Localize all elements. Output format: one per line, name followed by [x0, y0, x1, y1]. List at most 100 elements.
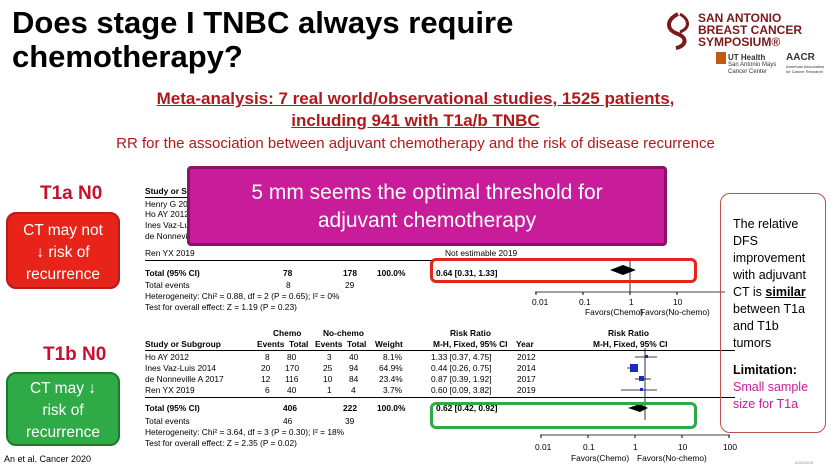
top-favors-nochemo: Favors(No-chemo) [640, 307, 710, 317]
top-favors-chemo: Favors(Chemo) [585, 307, 644, 317]
ut-health-label: UT Health [728, 53, 766, 62]
top-total-chemo: 78 [283, 268, 293, 278]
bottom-favors-nochemo: Favors(No-chemo) [637, 453, 707, 463]
row-weight: 3.7% [383, 385, 403, 395]
top-study-1: Henry G 20 [145, 199, 188, 209]
row-rr: 1.33 [0.37, 4.75] [431, 352, 492, 362]
t1b-conclusion-box: CT may ↓ risk of recurrence [6, 372, 120, 446]
top-study-2: Ho AY 2012 [145, 209, 189, 219]
row-events-nochemo: 25 [323, 363, 333, 373]
row-total-chemo: 40 [287, 385, 297, 395]
bottom-total-label: Total (95% CI) [145, 403, 200, 413]
bottom-forest-marks [621, 348, 657, 420]
row-events-chemo: 20 [261, 363, 271, 373]
rr-description: RR for the association between adjuvant … [116, 135, 715, 152]
threshold-banner: 5 mm seems the optimal threshold for adj… [187, 166, 667, 246]
top-tick-2: 1 [629, 297, 634, 307]
ut-health-icon [716, 52, 726, 64]
row-weight: 23.4% [379, 374, 403, 384]
top-heterogeneity: Heterogeneity: Chi² = 0.88, df = 2 (P = … [145, 291, 340, 301]
top-overall-effect: Test for overall effect: Z = 1.19 (P = 0… [145, 302, 297, 312]
conclusion-text-2: between T1a and T1b tumors [733, 302, 806, 350]
row-study: de Nonneville A 2017 [145, 374, 224, 384]
top-total-label: Total (95% CI) [145, 268, 200, 278]
bottom-header-rule [145, 350, 735, 351]
bottom-col-events-2: Events [315, 339, 343, 349]
bottom-total-rr: 0.62 [0.42, 0.92] [436, 403, 498, 413]
top-events-chemo: 8 [286, 280, 291, 290]
row-total-nochemo: 84 [349, 374, 359, 384]
top-study-5: Ren YX 2019 [145, 248, 195, 258]
row-events-chemo: 12 [261, 374, 271, 384]
bottom-group-chemo: Chemo [273, 328, 302, 338]
bottom-group-rr-2: Risk Ratio [608, 328, 649, 338]
bottom-events-label: Total events [145, 416, 190, 426]
row-events-chemo: 6 [265, 385, 270, 395]
row-total-chemo: 170 [285, 363, 299, 373]
bottom-tick-4: 100 [723, 442, 737, 452]
t1a-box-line-1: CT may not [23, 222, 103, 239]
top-rule [145, 260, 585, 261]
t1a-total-highlight [430, 258, 697, 283]
bottom-tick-2: 1 [633, 442, 638, 452]
row-year: 2012 [517, 352, 536, 362]
bottom-favors-chemo: Favors(Chemo) [571, 453, 630, 463]
t1a-box-line-3: recurrence [25, 266, 101, 283]
meta-analysis-line-2: including 941 with T1a/b TNBC [291, 111, 540, 130]
ut-health-sub: San Antonio Mays Cancer Center [728, 62, 777, 75]
conclusion-text-1: The relative DFS improvement with adjuva… [733, 217, 806, 299]
t1a-heading: T1a N0 [40, 183, 103, 204]
limitation-text: Small sample size for T1a [733, 380, 809, 411]
row-total-nochemo: 94 [349, 363, 359, 373]
top-header-study: Study or S [145, 186, 187, 196]
top-header-rule [145, 197, 195, 198]
row-weight: 8.1% [383, 352, 403, 362]
bottom-col-total-2: Total [347, 339, 367, 349]
top-summary-diamond [610, 265, 636, 275]
top-events-label: Total events [145, 280, 190, 290]
banner-line-2: adjuvant chemotherapy [317, 209, 537, 232]
conclusion-box: The relative DFS improvement with adjuva… [720, 193, 826, 433]
bottom-col-method: M-H, Fixed, 95% CI [433, 339, 508, 349]
bottom-heterogeneity: Heterogeneity: Chi² = 3.64, df = 3 (P = … [145, 427, 345, 437]
row-rr: 0.60 [0.09, 3.82] [431, 385, 492, 395]
bottom-col-weight: Weight [375, 339, 403, 349]
top-tick-3: 10 [673, 297, 683, 307]
t1a-box-line-2: ↓ risk of [36, 244, 90, 261]
t1a-conclusion-box: CT may not ↓ risk of recurrence [6, 212, 120, 289]
ribbon-logo-icon [667, 12, 689, 50]
top-forest-axis [535, 260, 725, 295]
t1b-box-line-3: recurrence [25, 424, 101, 441]
bottom-events-nochemo: 39 [345, 416, 355, 426]
top-events-nochemo: 29 [345, 280, 355, 290]
row-total-chemo: 116 [285, 374, 299, 384]
row-weight: 64.9% [379, 363, 403, 373]
bottom-rule [145, 397, 735, 398]
slide-code: 20201209 [795, 460, 813, 465]
bottom-total-nochemo: 222 [343, 403, 357, 413]
citation: An et al. Cancer 2020 [4, 454, 92, 464]
row-events-nochemo: 1 [327, 385, 332, 395]
top-total-nochemo: 178 [343, 268, 357, 278]
t1b-heading: T1b N0 [43, 344, 107, 365]
row-year: 2019 [517, 385, 536, 395]
top-total-rr: 0.64 [0.31, 1.33] [436, 268, 498, 278]
t1b-box-line-1: CT may ↓ [29, 380, 97, 397]
bottom-tick-3: 10 [678, 442, 688, 452]
row-total-nochemo: 4 [351, 385, 356, 395]
row-year: 2014 [517, 363, 536, 373]
bottom-group-nochemo: No-chemo [323, 328, 364, 338]
bottom-group-rr: Risk Ratio [450, 328, 491, 338]
row-rr: 0.87 [0.39, 1.92] [431, 374, 492, 384]
row-events-nochemo: 3 [327, 352, 332, 362]
sabcs-logo: SAN ANTONIO BREAST CANCER SYMPOSIUM® UT … [660, 8, 825, 78]
top-study-3: Ines Vaz-Lu [145, 220, 190, 230]
row-events-chemo: 8 [265, 352, 270, 362]
t1b-box-line-2: risk of [42, 402, 84, 419]
bottom-events-chemo: 46 [283, 416, 293, 426]
top-tick-0: 0.01 [532, 297, 549, 307]
bottom-total-weight: 100.0% [377, 403, 406, 413]
row-total-chemo: 80 [287, 352, 297, 362]
slide-title: Does stage I TNBC always require chemoth… [12, 5, 514, 74]
row-year: 2017 [517, 374, 536, 384]
